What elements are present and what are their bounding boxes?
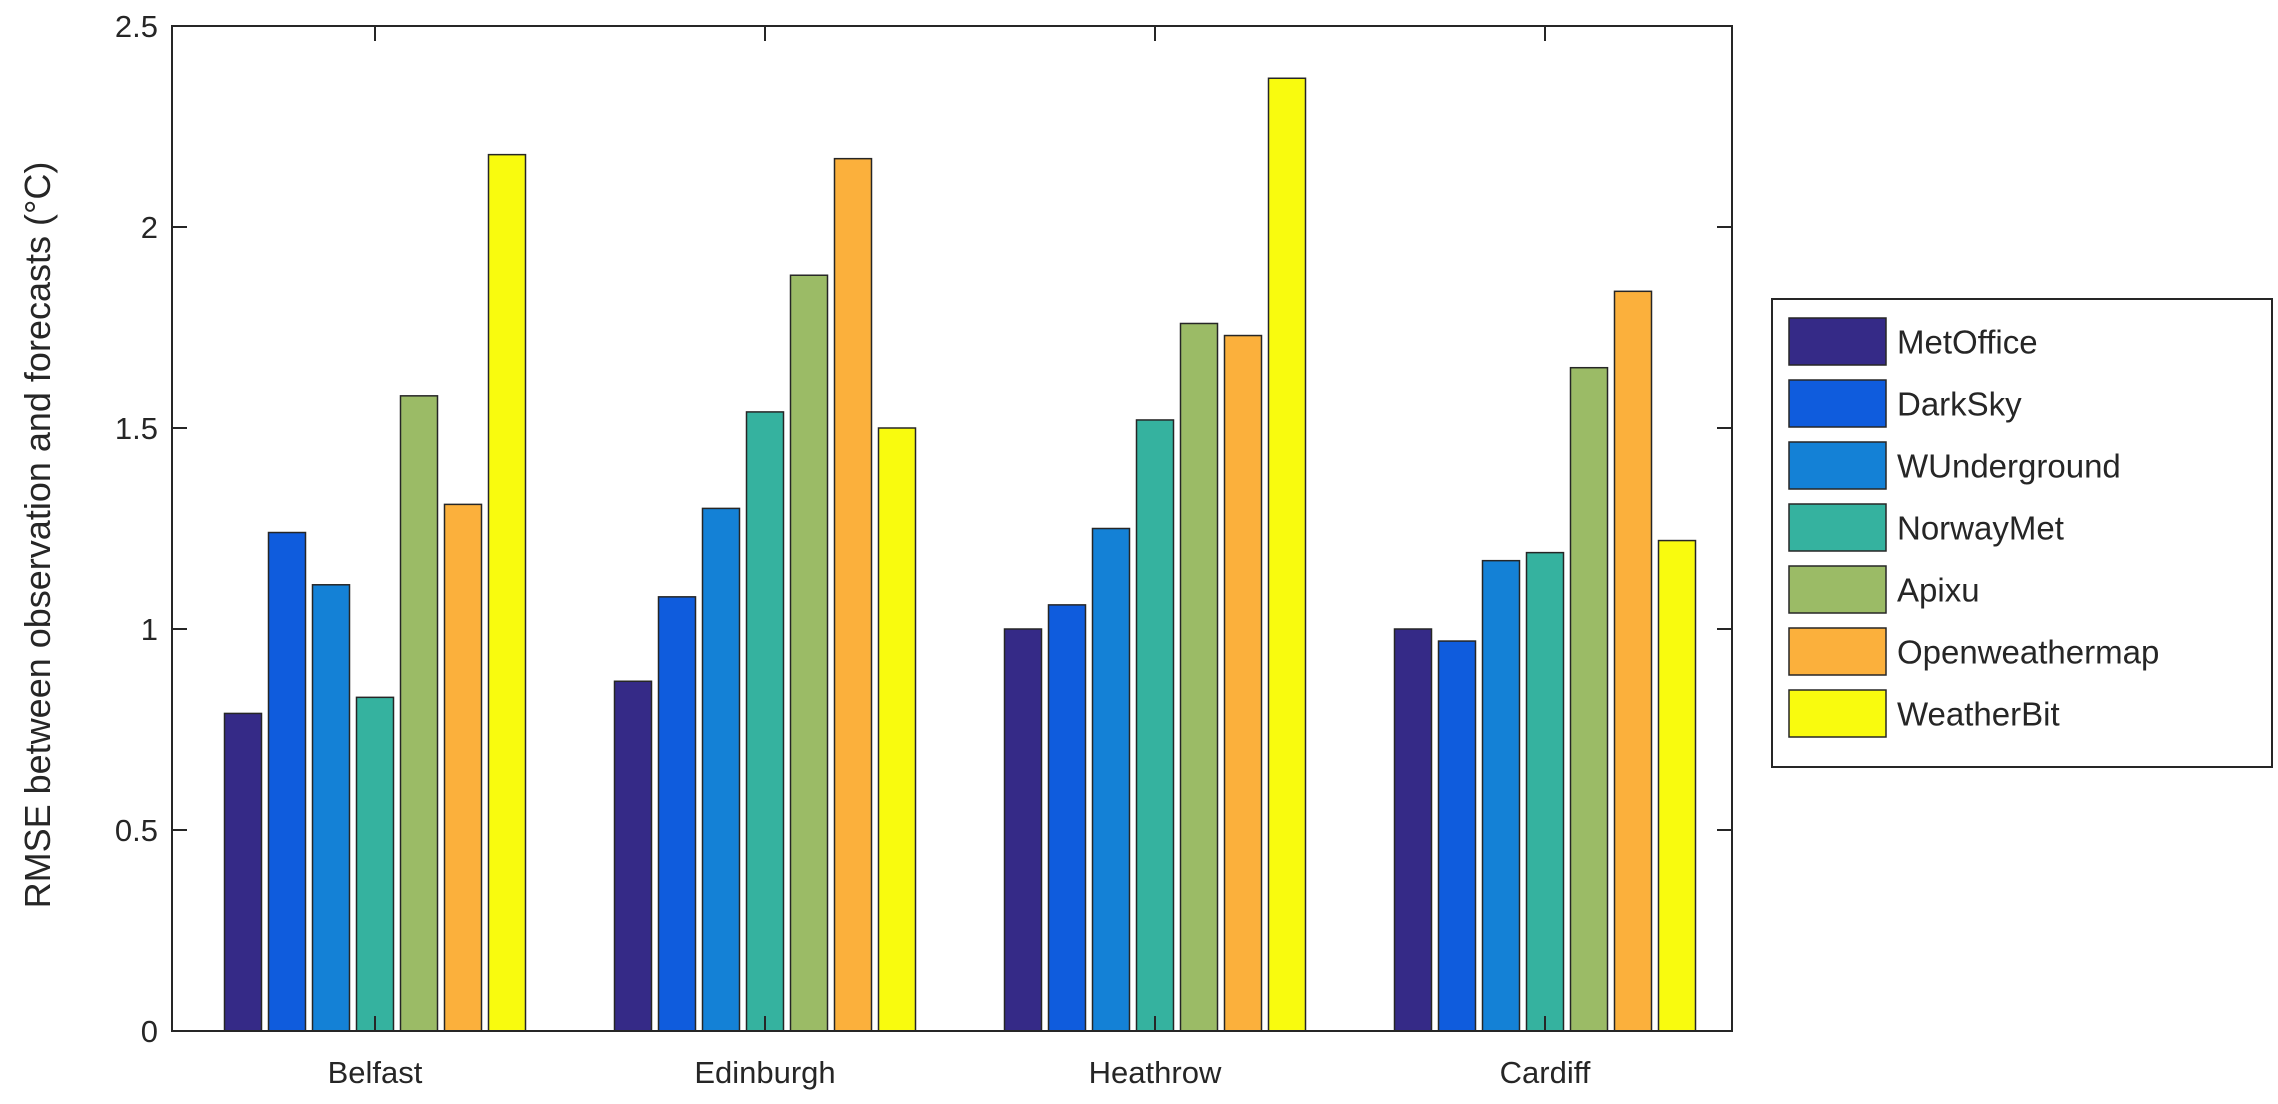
legend-label-apixu: Apixu — [1897, 572, 1980, 609]
legend-label-metoffice: MetOffice — [1897, 324, 2038, 361]
bar-wunderground-belfast — [311, 584, 351, 1032]
bar-wunderground-edinburgh — [701, 507, 741, 1032]
bar-metoffice-cardiff — [1393, 628, 1433, 1032]
legend-label-openweathermap: Openweathermap — [1897, 634, 2159, 671]
bar-norwaymet-belfast — [355, 696, 395, 1032]
bar-weatherbit-edinburgh — [877, 427, 917, 1032]
x-tick-label-belfast: Belfast — [328, 1055, 423, 1090]
y-tick-label: 2 — [141, 210, 158, 245]
bar-wunderground-heathrow — [1091, 527, 1131, 1032]
legend-swatch-norwaymet — [1788, 503, 1887, 552]
bar-norwaymet-heathrow — [1135, 419, 1175, 1032]
bar-apixu-heathrow — [1179, 322, 1219, 1032]
bar-darksky-edinburgh — [657, 596, 697, 1032]
bar-weatherbit-cardiff — [1657, 539, 1697, 1032]
legend-label-darksky: DarkSky — [1897, 386, 2022, 423]
bar-norwaymet-edinburgh — [745, 411, 785, 1032]
x-tick-label-cardiff: Cardiff — [1500, 1055, 1591, 1090]
bar-darksky-cardiff — [1437, 640, 1477, 1032]
legend-swatch-openweathermap — [1788, 627, 1887, 676]
y-tick-label: 2.5 — [115, 9, 158, 44]
bar-openweathermap-belfast — [443, 503, 483, 1032]
legend-swatch-darksky — [1788, 379, 1887, 428]
bars-layer — [223, 77, 1697, 1032]
bar-openweathermap-heathrow — [1223, 334, 1263, 1032]
y-tick-label: 1 — [141, 612, 158, 647]
legend-swatch-wunderground — [1788, 441, 1887, 490]
y-axis-title: RMSE between observation and forecasts (… — [17, 162, 58, 909]
x-tick-label-edinburgh: Edinburgh — [694, 1055, 835, 1090]
legend-label-wunderground: WUnderground — [1897, 448, 2121, 485]
bar-wunderground-cardiff — [1481, 559, 1521, 1032]
y-tick-label: 0 — [141, 1014, 158, 1049]
bar-openweathermap-edinburgh — [833, 157, 873, 1032]
bar-norwaymet-cardiff — [1525, 551, 1565, 1032]
x-tick-label-heathrow: Heathrow — [1089, 1055, 1222, 1090]
bar-apixu-cardiff — [1569, 366, 1609, 1032]
bar-metoffice-heathrow — [1003, 628, 1043, 1032]
legend-label-norwaymet: NorwayMet — [1897, 510, 2064, 547]
plot-area-frame — [171, 25, 1733, 1032]
legend-label-weatherbit: WeatherBit — [1897, 696, 2060, 733]
bar-weatherbit-belfast — [487, 153, 527, 1032]
bar-openweathermap-cardiff — [1613, 290, 1653, 1032]
legend: MetOffice DarkSky WUnderground NorwayMet Api… — [1771, 298, 2273, 768]
y-axis-title-group: RMSE between observation and forecasts (… — [17, 162, 58, 909]
bar-weatherbit-heathrow — [1267, 77, 1307, 1032]
legend-swatch-apixu — [1788, 565, 1887, 614]
y-axis-ticks: 0 0.5 1 1.5 2 2.5 — [115, 9, 1732, 1049]
y-tick-label: 0.5 — [115, 813, 158, 848]
bar-metoffice-belfast — [223, 712, 263, 1032]
bar-darksky-heathrow — [1047, 604, 1087, 1032]
bar-apixu-belfast — [399, 395, 439, 1032]
bar-apixu-edinburgh — [789, 274, 829, 1032]
bar-metoffice-edinburgh — [613, 680, 653, 1032]
legend-swatch-metoffice — [1788, 317, 1887, 366]
legend-swatch-weatherbit — [1788, 689, 1887, 738]
y-tick-label: 1.5 — [115, 411, 158, 446]
x-axis-ticks: Belfast Edinburgh Heathrow Cardiff — [328, 26, 1591, 1090]
bar-darksky-belfast — [267, 531, 307, 1032]
